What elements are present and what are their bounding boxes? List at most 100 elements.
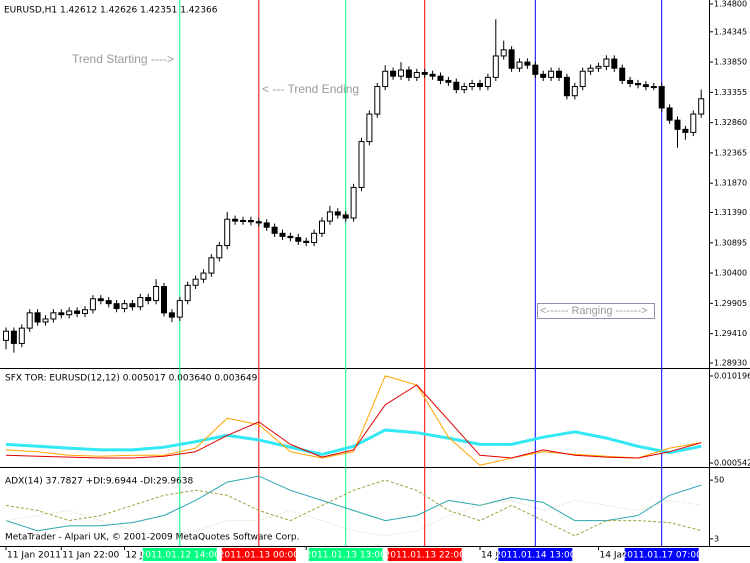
candle-body xyxy=(571,86,578,97)
candle-body xyxy=(66,310,73,316)
candle-body xyxy=(658,86,665,109)
indicator-line xyxy=(5,475,702,532)
candle-body xyxy=(469,82,476,88)
candle-body xyxy=(240,219,246,222)
candle-body xyxy=(350,186,357,219)
candle-body xyxy=(287,235,294,239)
candle-body xyxy=(89,298,96,311)
candle-body xyxy=(10,330,17,344)
candle-body xyxy=(303,240,310,243)
candle-body xyxy=(208,257,215,274)
candle-body xyxy=(319,220,325,234)
candle-body xyxy=(168,312,175,318)
footer: MetaTrader - Alpari UK, © 2001-2009 Meta… xyxy=(5,533,299,543)
candle-body xyxy=(682,128,689,133)
candle-body xyxy=(587,67,594,72)
candle-body xyxy=(500,49,507,57)
candle-body xyxy=(595,65,602,69)
candle-body xyxy=(540,73,547,78)
marker-label-box xyxy=(498,548,573,561)
candle-body xyxy=(97,298,104,302)
candle-body xyxy=(192,278,199,286)
candle-body xyxy=(311,232,318,243)
y-tick-label: 1.30895 xyxy=(714,238,747,247)
candle-body xyxy=(437,75,444,81)
candle-body xyxy=(18,327,25,344)
candle-body xyxy=(690,113,697,133)
candle-body xyxy=(34,312,41,323)
candle-body xyxy=(579,70,586,88)
candle-body xyxy=(563,76,570,97)
marker-label-box xyxy=(624,548,699,561)
candle-body xyxy=(603,58,610,67)
candle-body xyxy=(524,61,531,66)
candle-body xyxy=(635,82,641,86)
marker-label-box xyxy=(142,548,217,561)
candle-body xyxy=(532,64,539,75)
candle-body xyxy=(405,69,412,78)
candle-body xyxy=(674,119,681,130)
candle-body xyxy=(50,312,57,320)
marker-label-box xyxy=(387,548,462,561)
candle-body xyxy=(42,318,49,323)
candle-body xyxy=(619,67,626,81)
candle-body xyxy=(271,226,278,234)
candle-body xyxy=(508,49,515,69)
candle-body xyxy=(216,245,223,259)
candle-body xyxy=(58,312,65,316)
indicator-line xyxy=(5,479,702,537)
candle-body xyxy=(74,310,81,314)
y-tick-label: 1.33355 xyxy=(714,88,747,97)
candle-body xyxy=(445,79,452,83)
marker-label-box xyxy=(221,548,296,561)
y-tick-label: 1.33850 xyxy=(714,58,747,67)
y-tick-label: 0.010196 xyxy=(714,371,750,380)
indicator-line xyxy=(5,384,702,459)
y-tick-label: 1.30400 xyxy=(714,269,747,278)
candle-body xyxy=(429,73,436,77)
candle-body xyxy=(548,70,555,78)
candle-body xyxy=(247,219,254,223)
indicator-line xyxy=(5,375,702,466)
candle-body xyxy=(145,297,152,302)
marker-label: 2011.01.13 22:00 xyxy=(385,551,466,561)
candle-body xyxy=(642,84,649,88)
candle-body xyxy=(516,61,523,69)
x-tick-label: 11 Jan 22:00 xyxy=(62,551,119,561)
candle-body xyxy=(461,86,468,91)
candle-body xyxy=(627,79,634,84)
candle-body xyxy=(113,303,120,310)
candle-body xyxy=(484,76,491,88)
panel-title: ADX(14) 37.7827 +DI:9.6944 -DI:29.9638 xyxy=(5,477,194,487)
candle-body xyxy=(326,211,333,222)
candle-body xyxy=(666,107,673,121)
indicator-line xyxy=(5,428,702,456)
candle-body xyxy=(374,86,381,115)
candle-body xyxy=(129,303,136,308)
candle-body xyxy=(366,113,373,143)
y-tick-label: 0.000542 xyxy=(714,458,750,467)
y-tick-label: 1.31390 xyxy=(714,208,747,217)
candle-body xyxy=(232,218,239,222)
candle-body xyxy=(698,98,705,115)
annotation: < --- Trend Ending xyxy=(262,82,359,96)
y-tick-label: 1.29410 xyxy=(714,329,747,338)
marks xyxy=(3,19,705,537)
candle-body xyxy=(137,297,144,308)
indicator-line xyxy=(5,499,702,537)
y-tick-label: 1.28930 xyxy=(714,358,747,367)
y-tick-label: 1.32860 xyxy=(714,118,747,127)
candle-body xyxy=(390,70,397,77)
candle-body xyxy=(342,214,349,219)
candle-body xyxy=(255,221,262,224)
candle-body xyxy=(153,286,160,302)
candle-body xyxy=(421,71,428,75)
x-tick-label: 12 Jan xyxy=(126,551,154,561)
candle-body xyxy=(413,71,420,78)
y-tick-label: 3 xyxy=(714,534,719,543)
marker-label: 2011.01.12 14:00 xyxy=(140,551,221,561)
candle-body xyxy=(161,286,167,314)
chart-title: EURUSD,H1 1.42612 1.42626 1.42351 1.4236… xyxy=(4,6,218,16)
marker-label: 2011.01.13 13:00 xyxy=(306,551,387,561)
